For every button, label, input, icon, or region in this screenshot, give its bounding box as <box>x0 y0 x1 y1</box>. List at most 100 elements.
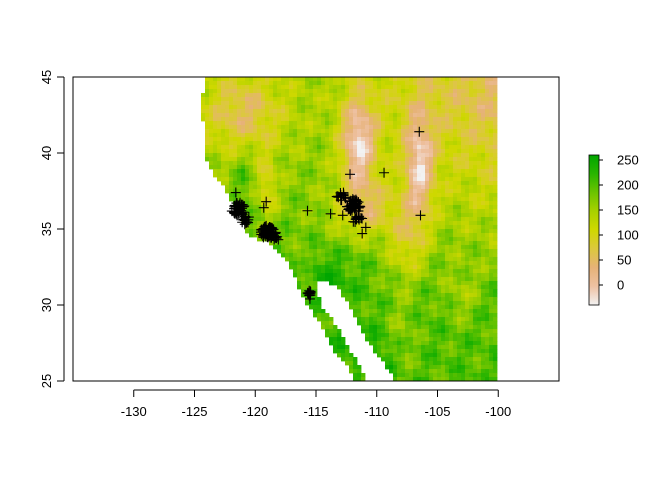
raster-cell <box>393 129 398 134</box>
raster-cell <box>341 257 346 262</box>
raster-cell <box>469 257 474 262</box>
raster-cell <box>489 273 494 278</box>
raster-cell <box>401 293 406 298</box>
raster-cell <box>421 365 426 370</box>
raster-cell <box>397 193 402 198</box>
raster-cell <box>457 141 462 146</box>
raster-cell <box>301 285 306 290</box>
raster-cell <box>441 313 446 318</box>
raster-cell <box>449 201 454 206</box>
raster-cell <box>277 137 282 142</box>
raster-cell <box>381 93 386 98</box>
raster-cell <box>353 77 358 82</box>
raster-cell <box>369 209 374 214</box>
raster-cell <box>409 289 414 294</box>
raster-cell <box>481 301 486 306</box>
raster-cell <box>417 193 422 198</box>
raster-cell <box>429 137 434 142</box>
raster-cell <box>421 105 426 110</box>
raster-cell <box>445 205 450 210</box>
raster-cell <box>389 365 394 370</box>
raster-cell <box>385 357 390 362</box>
raster-cell <box>417 121 422 126</box>
raster-cell <box>281 241 286 246</box>
raster-cell <box>429 313 434 318</box>
raster-cell <box>409 157 414 162</box>
raster-cell <box>385 353 390 358</box>
raster-cell <box>337 265 342 270</box>
raster-cell <box>481 161 486 166</box>
raster-cell <box>441 133 446 138</box>
raster-cell <box>441 81 446 86</box>
raster-cell <box>261 221 266 226</box>
raster-cell <box>221 77 226 82</box>
raster-cell <box>281 133 286 138</box>
raster-cell <box>329 321 334 326</box>
raster-cell <box>485 357 490 362</box>
raster-cell <box>461 345 466 350</box>
raster-cell <box>485 133 490 138</box>
raster-cell <box>329 277 334 282</box>
raster-cell <box>401 93 406 98</box>
raster-cell <box>477 245 482 250</box>
raster-cell <box>405 77 410 82</box>
raster-cell <box>309 169 314 174</box>
raster-cell <box>405 325 410 330</box>
raster-cell <box>477 337 482 342</box>
raster-cell <box>417 89 422 94</box>
raster-cell <box>233 145 238 150</box>
raster-cell <box>365 161 370 166</box>
raster-cell <box>453 225 458 230</box>
raster-cell <box>253 89 258 94</box>
raster-cell <box>421 241 426 246</box>
raster-cell <box>461 201 466 206</box>
raster-cell <box>225 173 230 178</box>
raster-cell <box>325 89 330 94</box>
raster-cell <box>385 117 390 122</box>
raster-cell <box>241 129 246 134</box>
raster-cell <box>305 241 310 246</box>
raster-cell <box>481 201 486 206</box>
raster-cell <box>425 169 430 174</box>
raster-cell <box>349 305 354 310</box>
raster-cell <box>277 113 282 118</box>
raster-cell <box>385 321 390 326</box>
raster-cell <box>381 257 386 262</box>
raster-cell <box>361 281 366 286</box>
raster-cell <box>389 77 394 82</box>
raster-cell <box>485 261 490 266</box>
raster-cell <box>425 133 430 138</box>
raster-cell <box>273 125 278 130</box>
raster-cell <box>321 273 326 278</box>
raster-cell <box>409 325 414 330</box>
raster-cell <box>417 201 422 206</box>
raster-cell <box>433 257 438 262</box>
raster-cell <box>433 125 438 130</box>
raster-cell <box>493 165 498 170</box>
raster-cell <box>445 253 450 258</box>
raster-cell <box>473 305 478 310</box>
raster-cell <box>417 249 422 254</box>
raster-cell <box>469 349 474 354</box>
raster-cell <box>293 157 298 162</box>
raster-cell <box>437 217 442 222</box>
raster-cell <box>397 149 402 154</box>
raster-cell <box>417 165 422 170</box>
raster-cell <box>321 89 326 94</box>
raster-cell <box>361 101 366 106</box>
raster-cell <box>453 261 458 266</box>
raster-cell <box>401 189 406 194</box>
raster-cell <box>381 305 386 310</box>
raster-cell <box>297 141 302 146</box>
raster-cell <box>373 305 378 310</box>
raster-cell <box>321 245 326 250</box>
raster-cell <box>441 325 446 330</box>
raster-cell <box>445 273 450 278</box>
raster-cell <box>485 217 490 222</box>
raster-cell <box>273 137 278 142</box>
raster-cell <box>205 141 210 146</box>
raster-cell <box>477 261 482 266</box>
raster-cell <box>393 253 398 258</box>
raster-cell <box>381 321 386 326</box>
raster-cell <box>485 353 490 358</box>
